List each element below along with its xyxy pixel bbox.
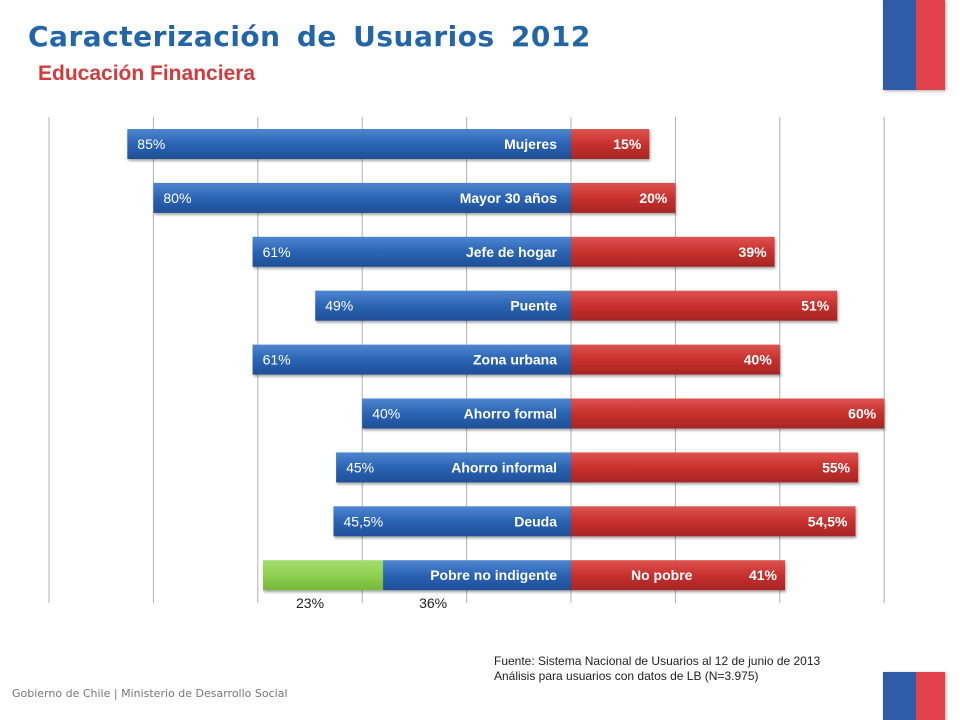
bar-right — [571, 506, 856, 537]
bar-category-label: Zona urbana — [473, 352, 557, 368]
bar-left — [127, 129, 572, 159]
bar-left-value: 80% — [163, 190, 191, 206]
bar-right — [571, 236, 775, 267]
bar-left — [315, 290, 571, 321]
bar-category-label: Puente — [510, 298, 557, 314]
bar-right-value: 15% — [613, 136, 642, 152]
bar-right-value: 60% — [848, 406, 877, 422]
bar-right-value: 39% — [739, 244, 768, 260]
bar-left-value: 45% — [346, 459, 374, 475]
bar-left-value: 61% — [263, 244, 291, 260]
page-subtitle: Educación Financiera — [38, 62, 256, 85]
bar-right — [571, 452, 859, 483]
bar-right-value: 55% — [822, 459, 851, 475]
footer-text: Gobierno de Chile | Ministerio de Desarr… — [12, 687, 288, 700]
bar-left — [383, 560, 571, 591]
bars: 85% Mujeres 15% 80% Mayor 30 años 20% 61% Jefe … — [127, 129, 885, 611]
bar-category-label: Ahorro informal — [451, 459, 557, 475]
bar-right-value: 41% — [749, 567, 778, 583]
bar-left-value: 40% — [372, 406, 400, 422]
chile-flag-small-icon — [883, 672, 945, 720]
bar-right-value: 20% — [639, 190, 668, 206]
bar-right-category-label: No pobre — [631, 567, 693, 583]
bar-left — [362, 398, 571, 429]
bar-category-label: Jefe de hogar — [466, 244, 558, 260]
diverging-bar-chart: 85% Mujeres 15% 80% Mayor 30 años 20% 61% Jefe … — [48, 117, 885, 611]
bar-category-label: Deuda — [514, 513, 557, 529]
bar-left — [333, 506, 571, 537]
bar-right — [571, 560, 786, 591]
page-title: Caracterización de Usuarios 2012 — [28, 20, 591, 53]
bar-left-value: 49% — [325, 298, 353, 314]
bar-right — [571, 129, 650, 159]
bar-right-value: 51% — [801, 298, 830, 314]
bar-right — [571, 182, 676, 213]
bar-right-value: 40% — [744, 352, 773, 368]
chile-flag-icon — [883, 0, 945, 90]
bar-extra-value: 23% — [296, 595, 324, 611]
bar-right — [571, 398, 885, 429]
bar-right — [571, 290, 838, 321]
bar-left — [252, 344, 571, 375]
bar-left-value: 85% — [137, 136, 165, 152]
bar-left — [153, 182, 571, 213]
bar-left-value: 36% — [419, 595, 447, 611]
bar-category-label: Mujeres — [504, 136, 557, 152]
bar-right — [571, 344, 780, 375]
bar-category-label: Pobre no indigente — [430, 567, 557, 583]
bar-category-label: Mayor 30 años — [460, 190, 557, 206]
bar-extra — [263, 560, 384, 591]
source-line-1: Fuente: Sistema Nacional de Usuarios al … — [494, 654, 821, 668]
bar-left — [336, 452, 571, 483]
bar-left-value: 61% — [263, 352, 291, 368]
bar-left-value: 45,5% — [343, 513, 383, 529]
bar-left — [252, 236, 571, 267]
bar-right-value: 54,5% — [808, 513, 848, 529]
source-note: Fuente: Sistema Nacional de Usuarios al … — [494, 654, 820, 684]
bar-category-label: Ahorro formal — [464, 406, 557, 422]
source-line-2: Análisis para usuarios con datos de LB (… — [494, 669, 759, 683]
